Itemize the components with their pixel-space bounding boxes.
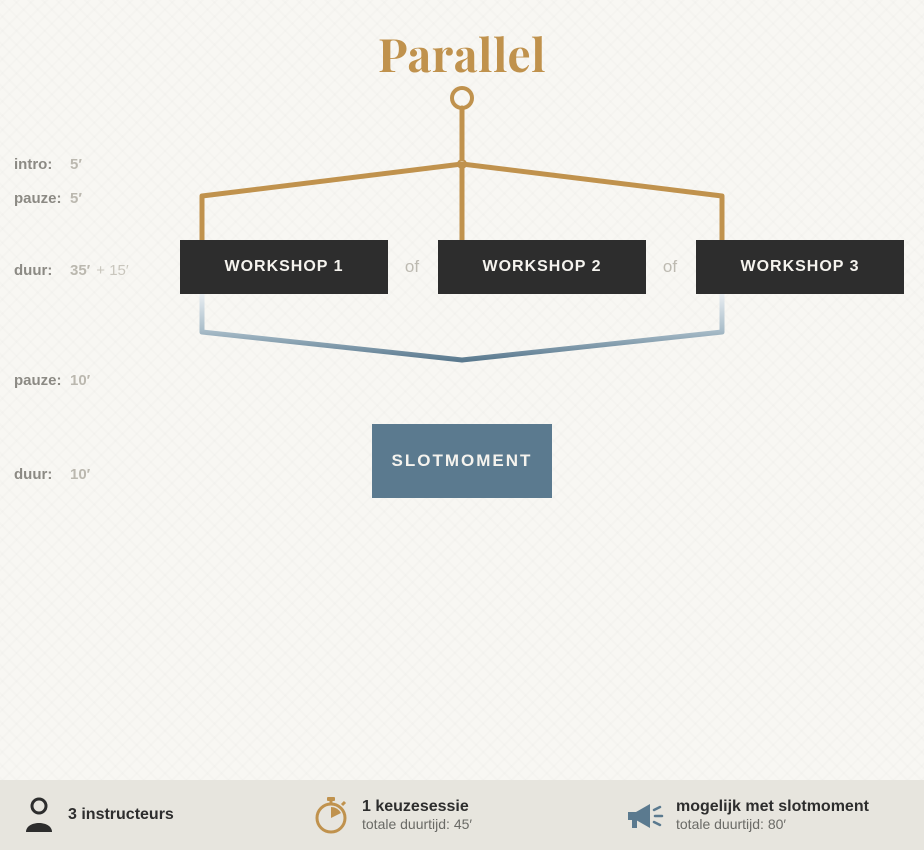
- slotmoment-node: SLOTMOMENT: [372, 424, 552, 498]
- timeline-label: intro:: [14, 156, 66, 173]
- footer-session-line2: totale duurtijd: 45′: [362, 816, 472, 832]
- megaphone-icon: [622, 796, 664, 834]
- timeline-row: duur:10′: [14, 466, 90, 483]
- footer-optional-line1: mogelijk met slotmoment: [676, 798, 869, 816]
- workshop-node: WORKSHOP 1: [180, 240, 388, 294]
- workshop-node: WORKSHOP 3: [696, 240, 904, 294]
- timeline-value: 10′: [70, 466, 90, 483]
- footer-instructors-label: 3 instructeurs: [68, 806, 174, 824]
- footer-optional: mogelijk met slotmoment totale duurtijd:…: [622, 796, 902, 834]
- timeline-value: 5′: [70, 190, 82, 207]
- timeline-label: duur:: [14, 262, 66, 279]
- timeline-row: pauze:5′: [14, 190, 82, 207]
- or-label: of: [405, 257, 419, 277]
- timeline-value: 35′: [70, 262, 90, 279]
- stopwatch-icon: [312, 795, 350, 835]
- timeline-value: 5′: [70, 156, 82, 173]
- timeline-label: duur:: [14, 466, 66, 483]
- timeline-value: 10′: [70, 372, 90, 389]
- footer-instructors: 3 instructeurs: [22, 796, 312, 834]
- footer-bar: 3 instructeurs 1 keuzesessie totale duur…: [0, 780, 924, 850]
- person-icon: [22, 796, 56, 834]
- workshop-node: WORKSHOP 2: [438, 240, 646, 294]
- footer-session: 1 keuzesessie totale duurtijd: 45′: [312, 795, 622, 835]
- page-title: Parallel: [0, 22, 924, 84]
- footer-optional-line2: totale duurtijd: 80′: [676, 816, 869, 832]
- or-label: of: [663, 257, 677, 277]
- timeline-row: pauze:10′: [14, 372, 90, 389]
- timeline-row: intro:5′: [14, 156, 82, 173]
- timeline-label: pauze:: [14, 372, 66, 389]
- timeline-extra: + 15′: [96, 262, 128, 279]
- footer-session-line1: 1 keuzesessie: [362, 798, 472, 816]
- timeline-label: pauze:: [14, 190, 66, 207]
- timeline-row: duur:35′ + 15′: [14, 262, 129, 279]
